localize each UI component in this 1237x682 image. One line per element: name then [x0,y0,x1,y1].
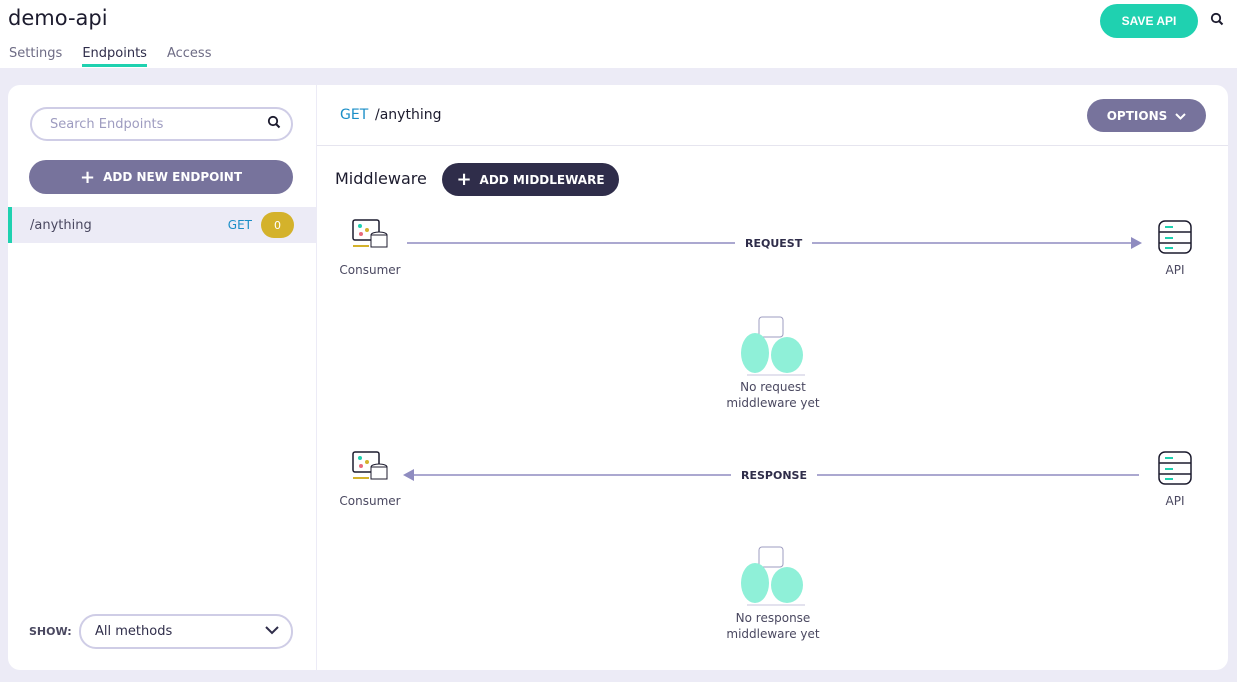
search-placeholder: Search Endpoints [50,116,164,132]
flow-diagram [352,219,1192,606]
empty-line: middleware yet [726,396,820,410]
tab-access[interactable]: Access [166,46,212,61]
endpoint-detail: GET /anything OPTIONS Middleware + ADD M… [317,85,1228,670]
tab-endpoints[interactable]: Endpoints [82,46,147,67]
database-icon [1158,451,1192,485]
middleware-count-badge: 0 [261,212,294,238]
method-filter-select[interactable]: All methods [79,614,293,649]
no-request-middleware-text: No request middleware yet [703,379,843,411]
request-consumer-label: Consumer [339,263,401,277]
request-label: REQUEST [735,237,813,250]
endpoints-sidebar: Search Endpoints + ADD NEW ENDPOINT /any… [8,85,316,670]
empty-line: No request [740,380,806,394]
add-middleware-button[interactable]: + ADD MIDDLEWARE [442,163,619,196]
method-filter-value: All methods [95,624,173,639]
endpoint-list-item[interactable]: /anything GET 0 [8,207,316,243]
chevron-down-icon [1175,109,1186,123]
options-label: OPTIONS [1106,108,1168,123]
save-api-button[interactable]: SAVE API [1100,4,1198,38]
request-api-label: API [1165,263,1185,277]
add-middleware-label: ADD MIDDLEWARE [479,172,605,187]
database-icon [1158,220,1192,254]
tab-settings[interactable]: Settings [9,46,63,61]
plus-icon: + [79,166,96,188]
chevron-down-icon [265,624,279,639]
add-endpoint-label: ADD NEW ENDPOINT [103,170,243,184]
consumer-icon [352,451,388,480]
endpoint-method: GET [340,107,369,123]
middleware-title: Middleware [335,169,427,188]
search-icon[interactable] [1210,12,1224,30]
endpoint-path: /anything [30,217,92,233]
consumer-icon [352,219,388,248]
empty-line: No response [735,611,811,625]
show-label: SHOW: [29,625,72,638]
empty-robot-illustration [741,546,805,606]
endpoint-header: GET /anything OPTIONS [317,85,1228,146]
search-endpoints-input[interactable]: Search Endpoints [30,107,293,141]
tab-bar: Settings Endpoints Access [9,46,211,67]
plus-icon: + [456,169,472,190]
endpoint-method: GET [227,218,252,232]
response-label: RESPONSE [731,469,817,482]
endpoint-path: /anything [375,107,442,123]
app-header: demo-api Settings Endpoints Access SAVE … [0,0,1237,68]
add-new-endpoint-button[interactable]: + ADD NEW ENDPOINT [29,160,293,194]
api-title: demo-api [8,6,108,30]
response-consumer-label: Consumer [339,494,401,508]
empty-robot-illustration [741,316,805,376]
search-icon [267,115,281,133]
empty-line: middleware yet [726,627,820,641]
response-api-label: API [1165,494,1185,508]
no-response-middleware-text: No response middleware yet [703,610,843,642]
options-button[interactable]: OPTIONS [1087,99,1206,132]
